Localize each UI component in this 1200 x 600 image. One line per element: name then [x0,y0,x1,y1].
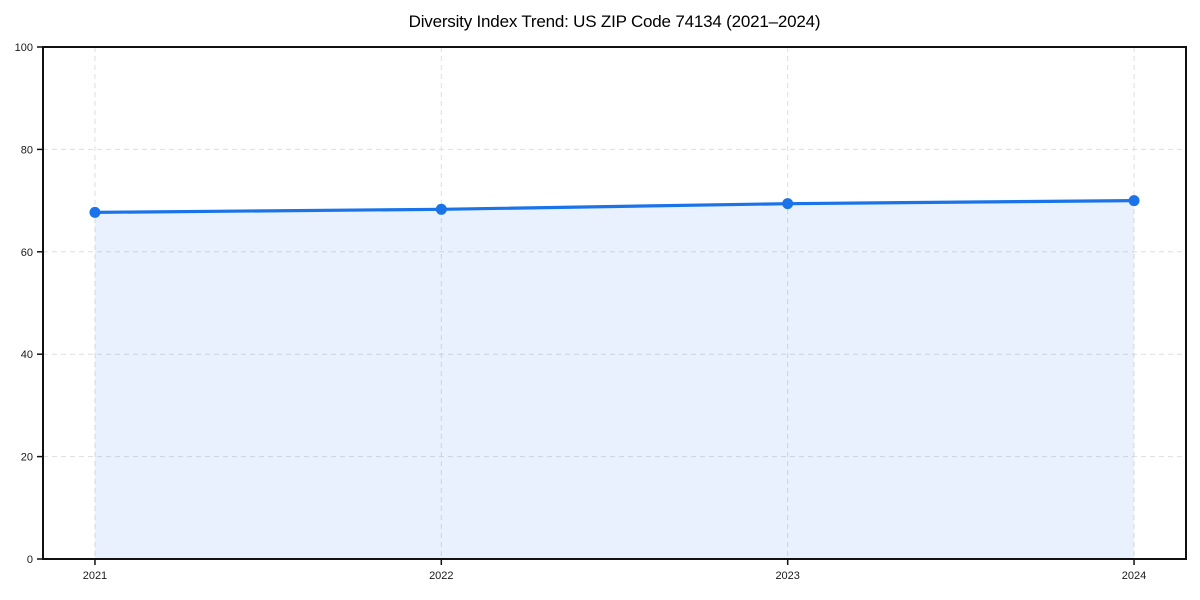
x-tick-label: 2021 [83,570,107,582]
x-tick-label: 2023 [775,570,799,582]
y-tick-label: 20 [21,452,33,464]
y-tick-label: 60 [21,247,33,259]
data-point-marker [782,198,794,210]
trend-line [93,199,1136,214]
y-tick-label: 100 [15,42,33,54]
area-fill [94,200,1135,559]
chart-title: Diversity Index Trend: US ZIP Code 74134… [408,12,821,31]
x-tick-label: 2024 [1122,570,1146,582]
y-tick-label: 0 [27,554,33,566]
data-point-marker [1128,195,1140,207]
x-tick-label: 2022 [429,570,453,582]
axes-frame [42,46,1187,560]
data-point-marker [89,206,101,218]
data-point-marker [435,203,447,215]
y-tick-label: 40 [21,349,33,361]
y-tick-label: 80 [21,144,33,156]
